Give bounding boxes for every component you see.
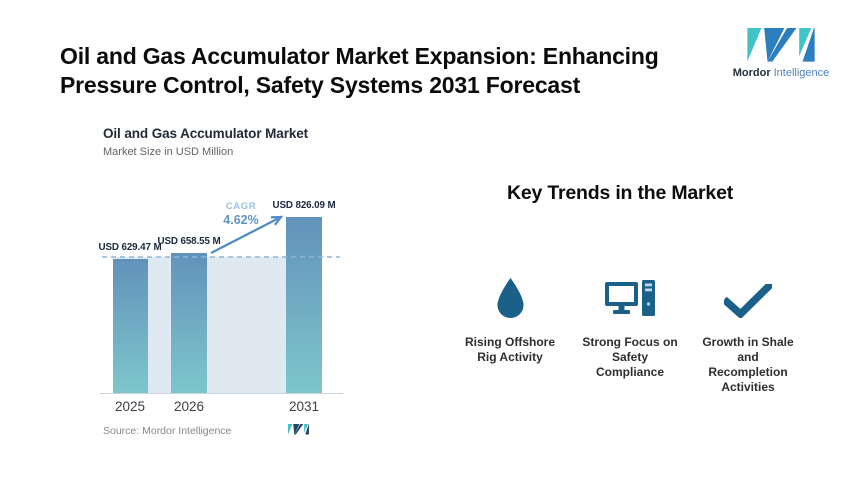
trend-item-safety-compliance: Strong Focus on Safety Compliance [568, 276, 692, 380]
value-label-2026: USD 658.55 M [157, 236, 221, 247]
page-title: Oil and Gas Accumulator Market Expansion… [60, 42, 720, 100]
bar-2031 [286, 217, 322, 393]
mordor-mini-logo-icon [288, 424, 309, 435]
trend-label: Rising Offshore Rig Activity [464, 335, 555, 364]
page-title-line2: Pressure Control, Safety Systems 2031 Fo… [60, 72, 581, 98]
brand-logo: Mordor Intelligence [726, 28, 836, 79]
x-label-2031: 2031 [288, 399, 320, 414]
brand-wordmark: Mordor Intelligence [726, 67, 836, 79]
trends-heading: Key Trends in the Market [506, 182, 734, 204]
x-label-2025: 2025 [114, 399, 146, 414]
x-label-2026: 2026 [173, 399, 205, 414]
brand-name-light: Intelligence [773, 67, 830, 79]
value-label-2025: USD 629.47 M [98, 242, 162, 253]
trend-label: Growth in Shale and Recompletion Activit… [702, 335, 794, 394]
bar-chart-plot-area: USD 629.47 M USD 658.55 M USD 826.09 M C… [98, 180, 343, 394]
trend-item-offshore-rigs: Rising Offshore Rig Activity [448, 276, 572, 365]
checkmark-icon [724, 284, 772, 318]
bar-2026 [171, 253, 207, 393]
trend-item-shale-recompletion: Growth in Shale and Recompletion Activit… [686, 276, 810, 395]
page-title-line1: Oil and Gas Accumulator Market Expansion… [60, 43, 659, 69]
chart-subtitle: Market Size in USD Million [103, 146, 234, 158]
bar-2025 [113, 259, 148, 393]
cagr-value: 4.62% [223, 213, 259, 227]
mordor-logo-icon [747, 28, 815, 62]
chart-title: Oil and Gas Accumulator Market [103, 126, 309, 141]
cagr-label: CAGR [225, 201, 257, 212]
desktop-computer-icon [605, 280, 655, 316]
brand-name-bold: Mordor [732, 67, 771, 79]
trend-label: Strong Focus on Safety Compliance [582, 335, 678, 379]
x-axis-labels: 2025 2026 2031 [100, 399, 343, 417]
source-attribution: Source: Mordor Intelligence [103, 425, 232, 437]
value-label-2031: USD 826.09 M [272, 200, 336, 211]
water-drop-icon [497, 278, 523, 318]
